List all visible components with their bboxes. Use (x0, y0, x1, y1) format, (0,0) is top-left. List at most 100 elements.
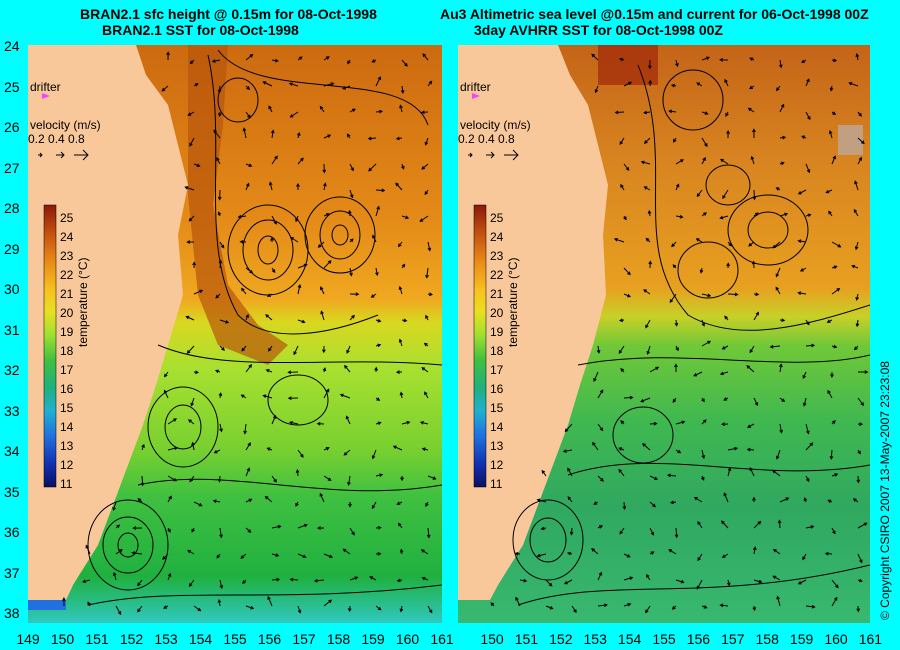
velocity-arrow (831, 111, 837, 116)
velocity-arrow (597, 475, 604, 482)
velocity-arrow (672, 397, 677, 403)
velocity-arrow (346, 133, 351, 139)
velocity-arrow (726, 130, 730, 139)
velocity-arrow (219, 579, 224, 590)
lat-tick-label: 24 (4, 38, 20, 54)
velocity-arrow (265, 369, 273, 373)
velocity-arrow (217, 111, 222, 118)
velocity-arrow (857, 111, 862, 117)
velocity-arrow (245, 53, 254, 61)
velocity-arrow (167, 495, 172, 503)
velocity-arrow (271, 155, 278, 165)
colorbar-tick-label: 23 (490, 249, 504, 263)
velocity-arrow (296, 182, 300, 191)
velocity-arrow (825, 189, 833, 194)
right-map-svg (458, 45, 870, 623)
velocity-arrow (830, 371, 834, 379)
velocity-arrow (623, 553, 631, 558)
right-title-line2: 3day AVHRR SST for 08-Oct-1998 00Z (474, 22, 723, 38)
velocity-arrow (242, 579, 247, 585)
velocity-arrow (593, 501, 599, 505)
velocity-arrow (112, 571, 117, 581)
velocity-arrow (186, 345, 195, 354)
velocity-arrow (375, 318, 382, 323)
velocity-arrow (623, 163, 630, 171)
velocity-arrow (287, 396, 299, 401)
velocity-arrow (319, 105, 325, 113)
velocity-arrow (323, 134, 332, 139)
velocity-arrow (115, 548, 123, 555)
velocity-arrow (805, 604, 816, 609)
velocity-arrow (592, 441, 599, 451)
velocity-arrow (643, 186, 651, 191)
colorbar-tick-label: 17 (490, 363, 504, 377)
velocity-arrow (316, 526, 325, 530)
velocity-arrow (750, 155, 755, 165)
velocity-arrow (675, 579, 685, 584)
velocity-arrow (618, 468, 625, 477)
velocity-arrow (396, 578, 403, 583)
velocity-arrow (295, 215, 299, 223)
velocity-arrow (752, 546, 757, 555)
velocity-arrow (831, 265, 838, 269)
velocity-arrow (349, 292, 360, 297)
velocity-arrow (697, 520, 703, 529)
velocity-arrow (268, 345, 273, 352)
velocity-arrow (826, 319, 833, 323)
velocity-arrow (777, 519, 782, 529)
velocity-arrow (726, 262, 730, 269)
velocity-arrow (562, 449, 573, 453)
velocity-arrow (295, 468, 300, 477)
velocity-arrow (245, 467, 251, 477)
lon-tick-label: 152 (549, 631, 573, 647)
velocity-arrow (701, 111, 709, 115)
velocity-arrow (375, 188, 386, 193)
velocity-arrow (701, 605, 708, 609)
velocity-arrow (591, 548, 599, 555)
velocity-arrow (666, 473, 677, 478)
velocity-arrow (217, 598, 222, 607)
copyright-notice: © Copyright CSIRO 2007 13-May-2007 23:23… (878, 361, 892, 620)
velocity-arrow (187, 419, 195, 425)
velocity-arrow (779, 397, 786, 403)
velocity-arrow (693, 496, 703, 503)
velocity-arrow (293, 345, 299, 356)
velocity-arrow (401, 263, 406, 269)
velocity-arrow (829, 449, 834, 460)
velocity-arrow (749, 85, 755, 90)
velocity-arrow (421, 163, 429, 170)
velocity-arrow (323, 82, 335, 87)
velocity-arrow (563, 579, 573, 585)
velocity-arrow (775, 267, 781, 278)
colorbar-tick-label: 11 (60, 477, 73, 491)
velocity-arrow (799, 267, 807, 272)
velocity-arrow (696, 579, 703, 590)
velocity-arrow (323, 260, 332, 269)
velocity-arrow (620, 368, 625, 373)
right-velocity-arrows (490, 53, 869, 614)
velocity-arrow (339, 393, 351, 399)
velocity-arrow (313, 578, 325, 583)
velocity-arrow (618, 345, 625, 354)
velocity-arrow (645, 237, 651, 243)
velocity-arrow (316, 421, 325, 426)
velocity-arrow (775, 85, 781, 92)
velocity-arrow (297, 157, 304, 165)
lat-tick-label: 25 (4, 78, 20, 95)
left-velocity-scale: 0.2 0.4 0.8 (28, 132, 85, 146)
lon-tick-label: 153 (583, 631, 607, 647)
right-title-line1: Au3 Altimetric sea level @0.15m and curr… (440, 6, 869, 22)
velocity-arrow (696, 82, 703, 87)
left-drifter-marker (42, 93, 50, 99)
velocity-arrow (62, 597, 66, 607)
velocity-arrow (323, 56, 330, 61)
velocity-arrow (752, 496, 756, 503)
velocity-arrow (401, 318, 408, 323)
velocity-arrow (395, 370, 403, 374)
velocity-arrow (831, 241, 842, 248)
velocity-arrow (753, 579, 763, 584)
velocity-arrow (721, 422, 729, 427)
velocity-arrow (347, 605, 352, 613)
velocity-arrow (772, 575, 781, 581)
velocity-arrow (289, 236, 299, 243)
